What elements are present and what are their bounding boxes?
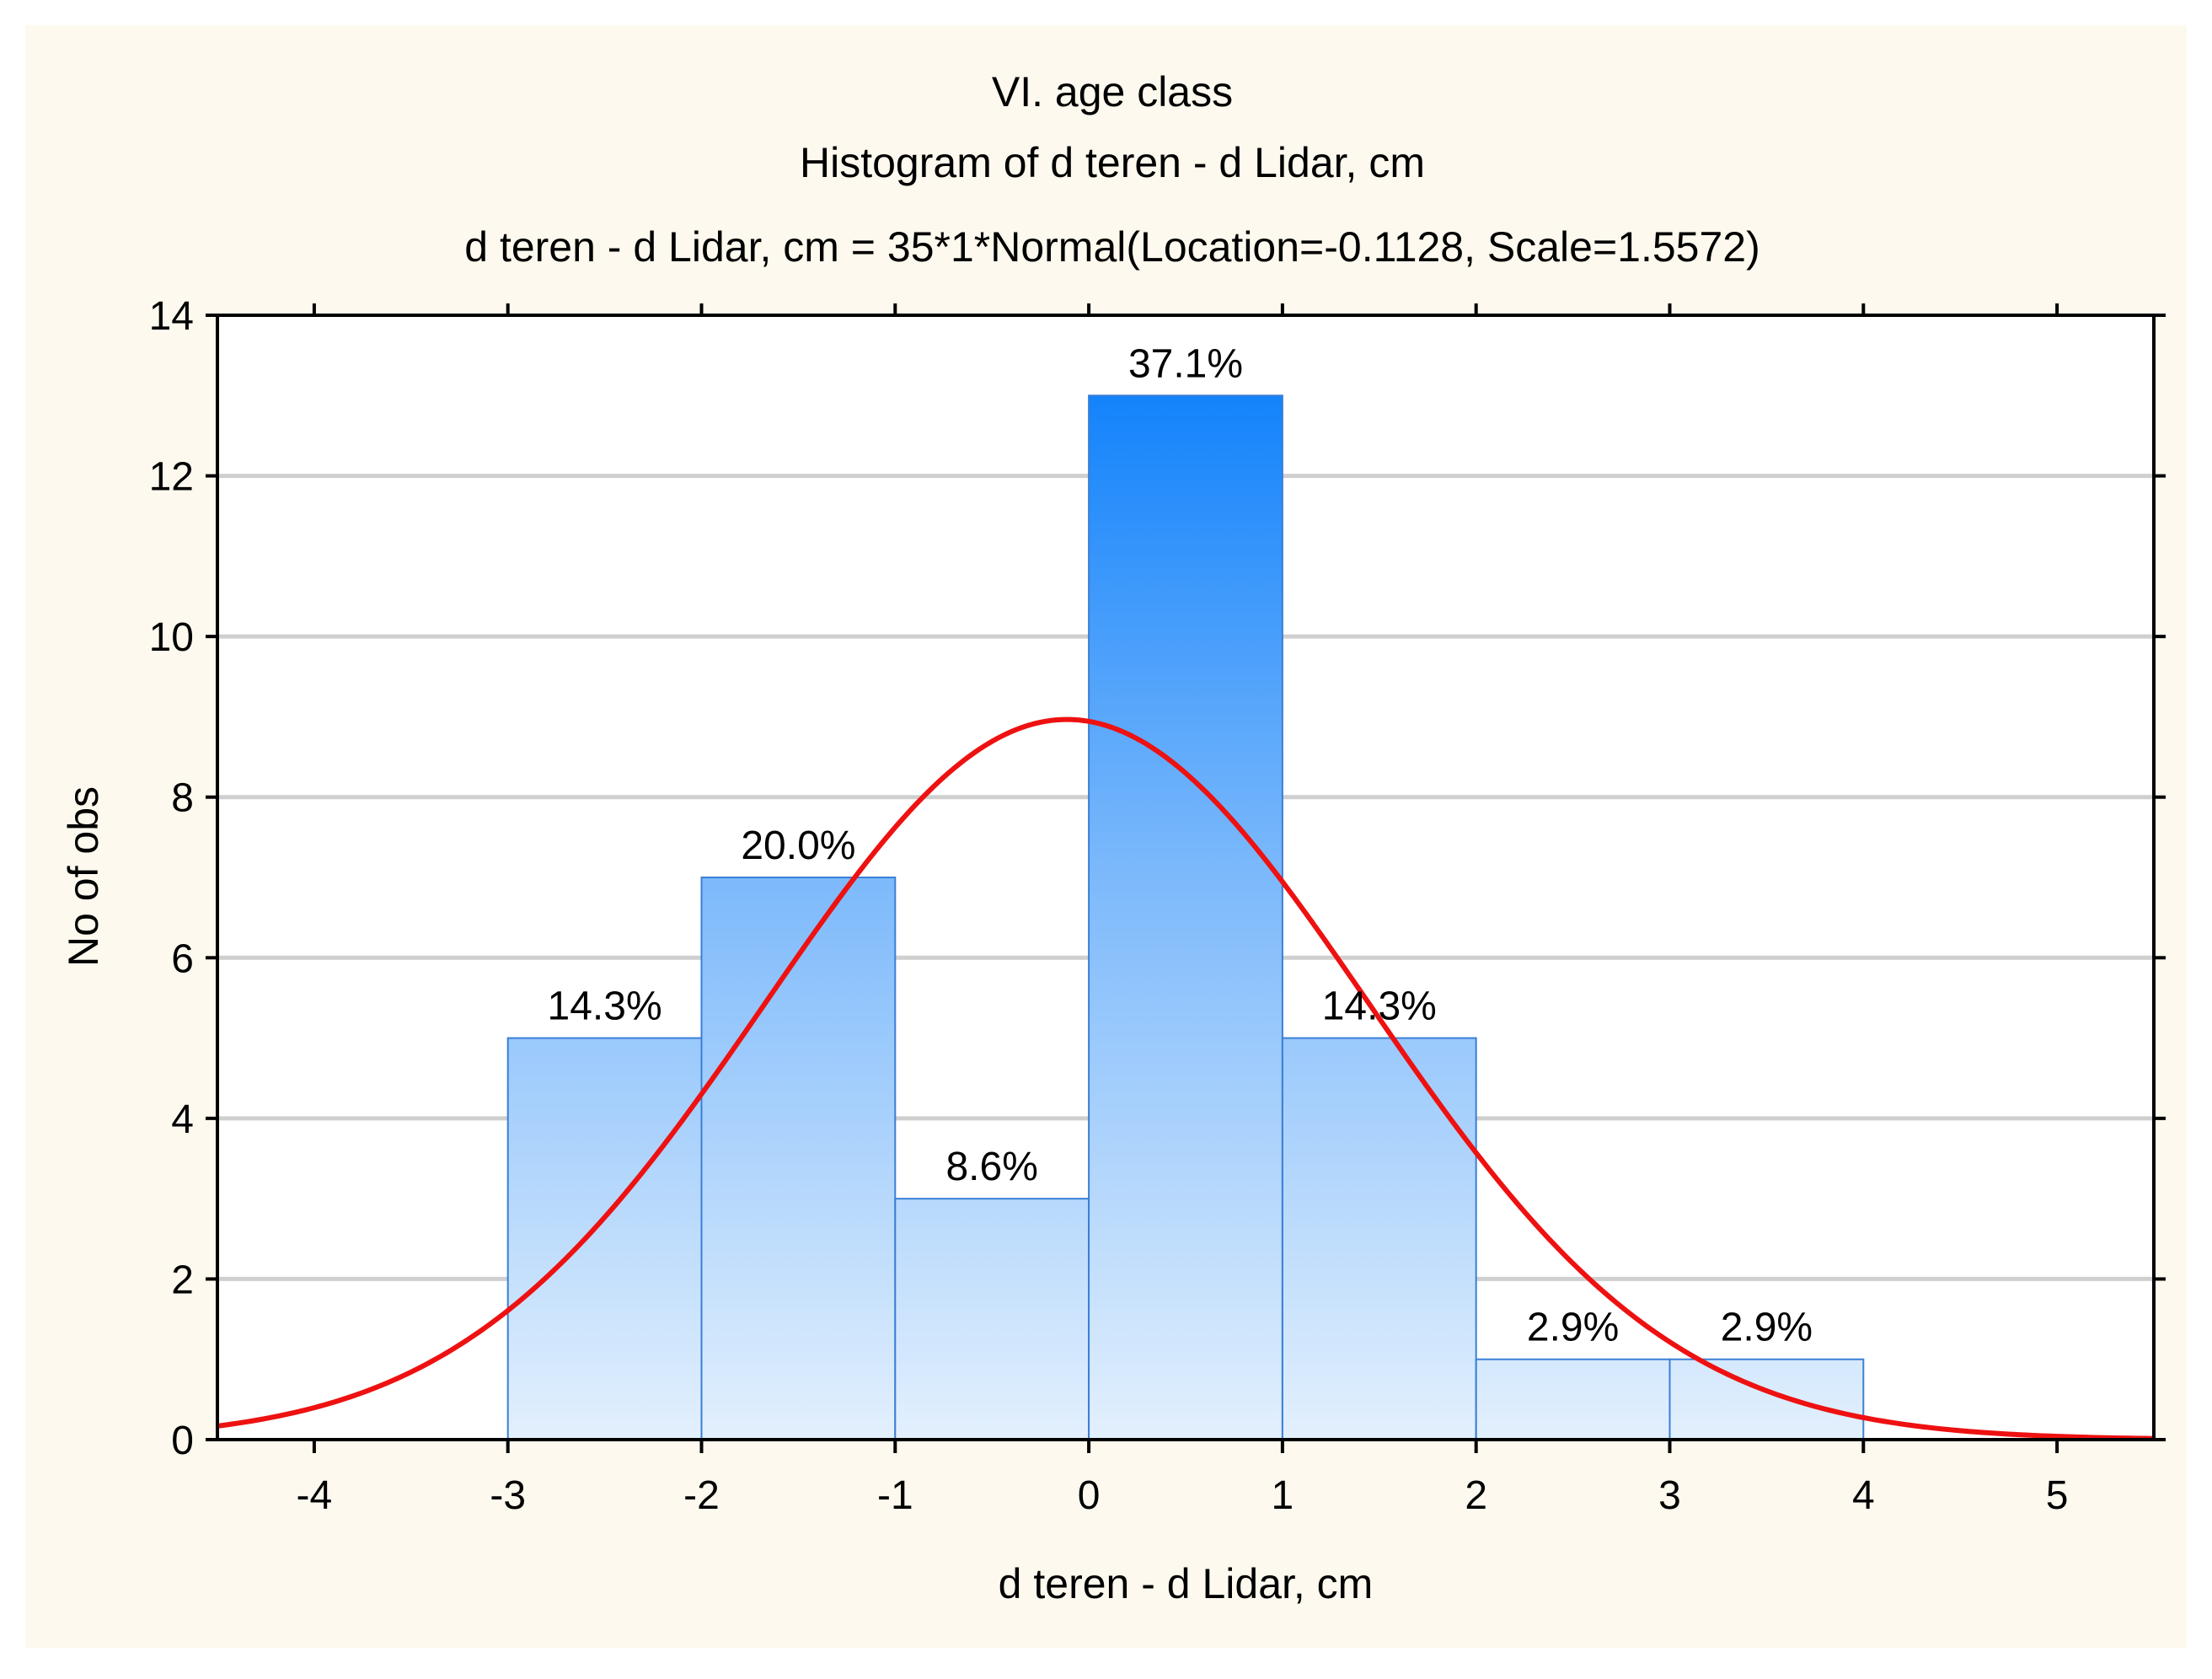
x-tick-label: -2 [683,1473,720,1518]
chart-title: VI. age class [992,68,1233,115]
x-tick-label: 3 [1658,1473,1681,1518]
histogram-bar [1088,394,1283,1440]
y-axis-label: No of obs [60,786,107,967]
bar-percent-label: 20.0% [741,823,855,868]
histogram-bar [700,877,897,1440]
y-tick-label: 4 [171,1097,194,1142]
bar-data-labels: 14.3% 20.0% 8.6% 37.1% 14.3% 2.9% 2.9% [548,341,1813,1349]
x-tick-label: 5 [2046,1473,2069,1518]
x-tick-label: 1 [1272,1473,1294,1518]
x-tick-label: 0 [1078,1473,1101,1518]
histogram-bar [1281,1037,1477,1440]
plot-frame [216,314,2156,1441]
x-axis-label: d teren - d Lidar, cm [999,1560,1374,1607]
y-tick-label: 10 [149,615,194,660]
y-tick-label: 6 [171,936,194,981]
x-tick-label: -3 [490,1473,526,1518]
normal-fit-curve-group [217,716,2154,1440]
fit-equation: d teren - d Lidar, cm = 35*1*Normal(Loca… [464,223,1760,271]
y-tick-label: 2 [171,1258,194,1302]
y-tick-label: 8 [171,776,194,821]
bar-percent-label: 37.1% [1128,341,1243,386]
bar-percent-label: 8.6% [945,1145,1037,1189]
x-tick-label: 2 [1465,1473,1487,1518]
y-tick-label: 12 [149,455,194,500]
bar-percent-label: 2.9% [1721,1306,1813,1350]
y-tick-label: 0 [171,1419,194,1463]
histogram-bar [506,1037,703,1440]
x-tick-label: -4 [297,1473,333,1518]
chart-subtitle: Histogram of d teren - d Lidar, cm [800,139,1425,186]
bar-percent-label: 2.9% [1527,1306,1619,1350]
histogram-bar [894,1198,1090,1440]
bar-percent-label: 14.3% [1322,984,1437,1029]
normal-fit-curve [217,716,2154,1440]
x-tick-label: 4 [1852,1473,1875,1518]
bar-percent-label: 14.3% [548,984,662,1029]
histogram-bars [506,394,1865,1440]
histogram-bar [1668,1358,1865,1440]
histogram-bar [1475,1358,1671,1440]
y-tick-label: 14 [149,294,194,339]
x-tick-label: -1 [877,1473,913,1518]
